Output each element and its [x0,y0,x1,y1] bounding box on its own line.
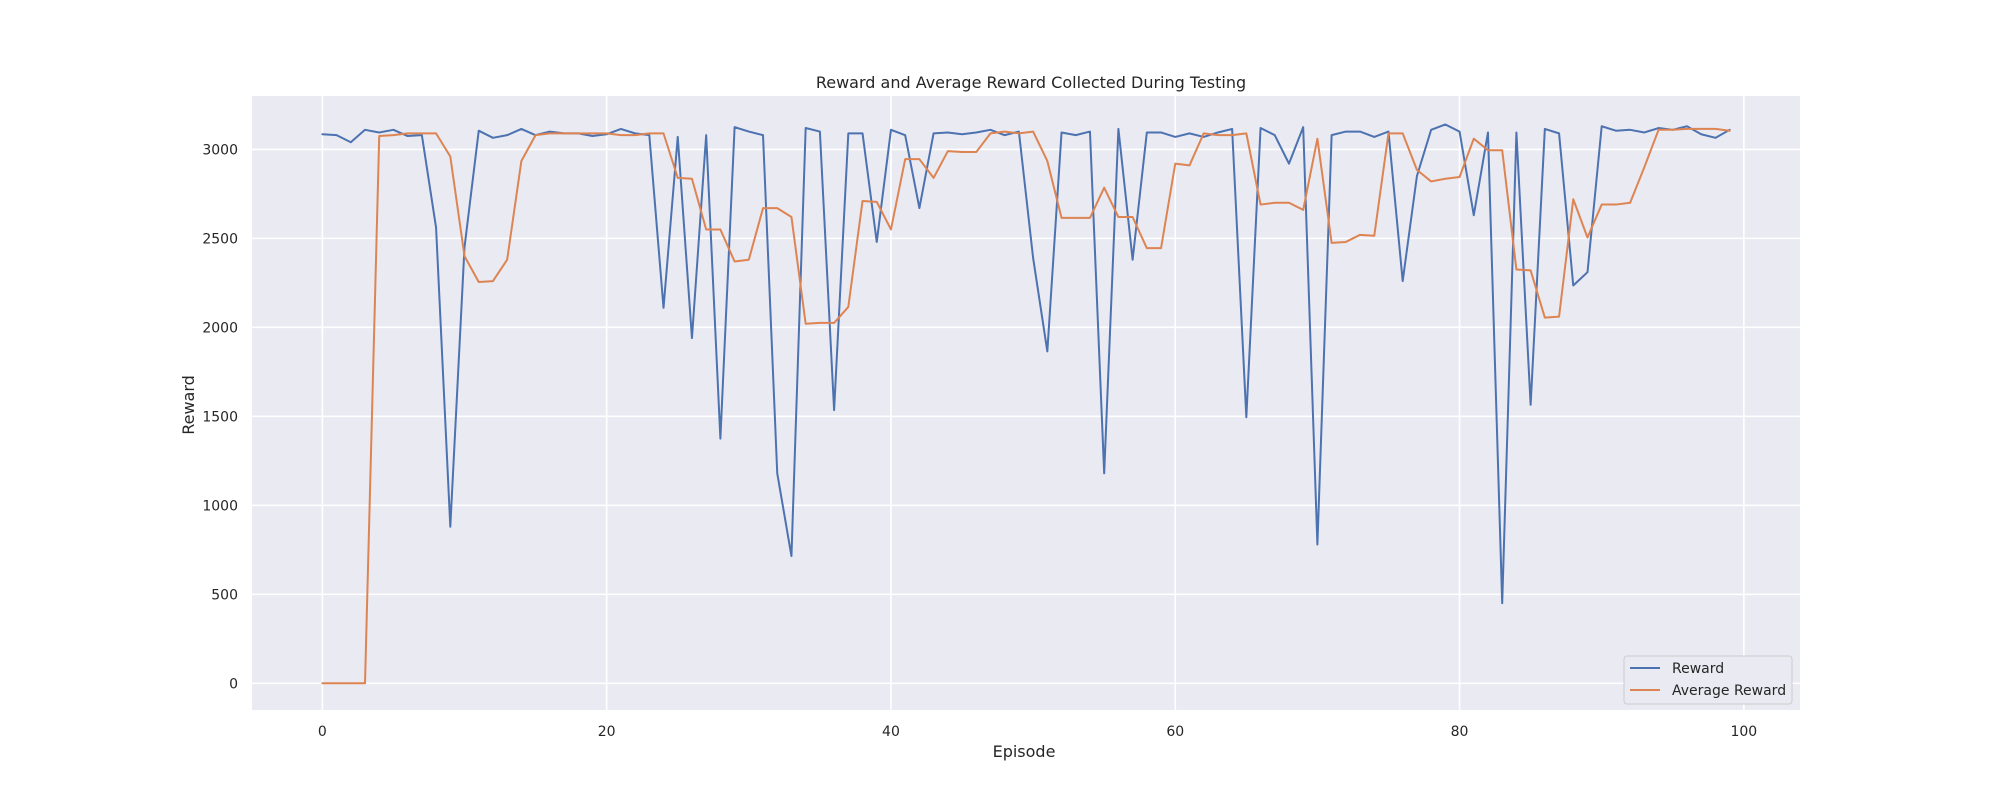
x-tick-label: 40 [882,724,900,740]
y-axis-label: Reward [179,375,198,435]
y-tick-label: 0 [229,676,238,692]
x-axis-ticks: 0 20 40 60 80 100 [318,724,1757,740]
x-tick-label: 0 [318,724,327,740]
y-tick-label: 2500 [202,231,238,247]
x-tick-label: 20 [598,724,616,740]
y-tick-label: 500 [211,587,238,603]
y-tick-label: 1500 [202,409,238,425]
legend-average-reward-label: Average Reward [1672,683,1786,699]
x-tick-label: 100 [1730,724,1757,740]
legend: Reward Average Reward [1623,655,1793,705]
average-reward-series-line [321,127,1731,685]
series-lines [321,123,1731,685]
y-tick-label: 2000 [202,320,238,336]
x-tick-label: 80 [1451,724,1469,740]
x-axis-label: Episode [993,742,1056,761]
chart-title: Reward and Average Reward Collected Duri… [816,73,1246,92]
grid-lines [252,96,1800,710]
x-tick-label: 60 [1166,724,1184,740]
y-tick-label: 3000 [202,142,238,158]
legend-reward-label: Reward [1672,661,1724,677]
y-axis-ticks: 0 500 1000 1500 2000 2500 3000 [202,142,238,692]
y-tick-label: 1000 [202,498,238,514]
legend-box [1623,655,1793,705]
